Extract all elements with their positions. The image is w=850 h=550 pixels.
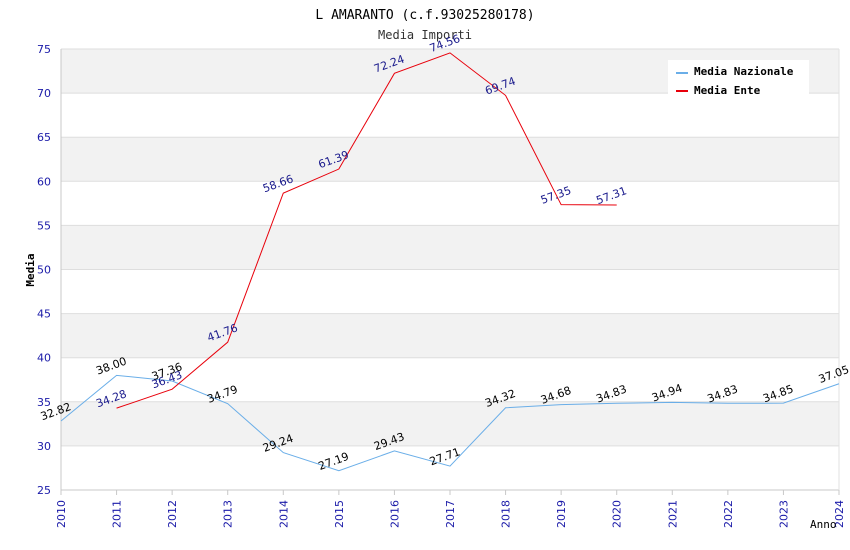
x-tick-label: 2020 bbox=[611, 500, 624, 528]
y-tick-label: 25 bbox=[37, 484, 51, 497]
plot-band bbox=[61, 445, 839, 490]
x-tick-label: 2021 bbox=[666, 500, 679, 528]
x-tick-label: 2012 bbox=[166, 500, 179, 528]
x-tick-label: 2018 bbox=[500, 500, 513, 528]
y-tick-label: 70 bbox=[37, 87, 51, 100]
y-tick-label: 55 bbox=[37, 219, 51, 232]
x-tick-label: 2016 bbox=[388, 500, 401, 528]
x-tick-label: 2015 bbox=[333, 500, 346, 528]
plot-band bbox=[61, 181, 839, 226]
y-tick-label: 65 bbox=[37, 131, 51, 144]
x-tick-label: 2014 bbox=[277, 500, 290, 528]
y-axis-label: Media bbox=[24, 253, 37, 286]
y-axis-ticks: 25 30 35 40 45 50 55 60 65 70 75 bbox=[37, 43, 51, 497]
chart-title: L AMARANTO (c.f.93025280178) bbox=[315, 8, 534, 23]
x-tick-label: 2011 bbox=[111, 500, 124, 528]
x-tick-label: 2010 bbox=[55, 500, 68, 528]
y-tick-label: 45 bbox=[37, 308, 51, 321]
plot-band bbox=[61, 93, 839, 138]
plot-band bbox=[61, 225, 839, 270]
legend-label-media-nazionale: Media Nazionale bbox=[694, 65, 794, 78]
plot-band bbox=[61, 313, 839, 358]
series-line-media-nazionale bbox=[60, 374, 840, 472]
y-tick-label: 40 bbox=[37, 352, 51, 365]
y-tick-label: 30 bbox=[37, 440, 51, 453]
plot-band bbox=[61, 357, 839, 402]
x-tick-label: 2013 bbox=[222, 500, 235, 528]
legend: Media Nazionale Media Ente bbox=[668, 60, 809, 97]
plot-band bbox=[61, 401, 839, 446]
plot-band bbox=[61, 269, 839, 314]
series-line-media-ente bbox=[116, 52, 617, 409]
x-tick-label: 2017 bbox=[444, 500, 457, 528]
x-axis-ticks: 2010 2011 2012 2013 2014 2015 2016 2017 2018 2019… bbox=[55, 490, 846, 528]
y-tick-label: 35 bbox=[37, 396, 51, 409]
plot-band bbox=[61, 137, 839, 182]
x-axis-label: Anno bbox=[810, 518, 837, 531]
x-tick-label: 2024 bbox=[833, 500, 846, 528]
x-tick-label: 2023 bbox=[777, 500, 790, 528]
y-tick-label: 60 bbox=[37, 175, 51, 188]
legend-label-media-ente: Media Ente bbox=[694, 84, 761, 97]
x-tick-label: 2019 bbox=[555, 500, 568, 528]
x-tick-label: 2022 bbox=[722, 500, 735, 528]
series-lines bbox=[60, 52, 840, 472]
chart-subtitle: Media Importi bbox=[378, 28, 472, 42]
plot-background bbox=[61, 49, 839, 490]
y-tick-label: 75 bbox=[37, 43, 51, 56]
y-tick-label: 50 bbox=[37, 264, 51, 277]
